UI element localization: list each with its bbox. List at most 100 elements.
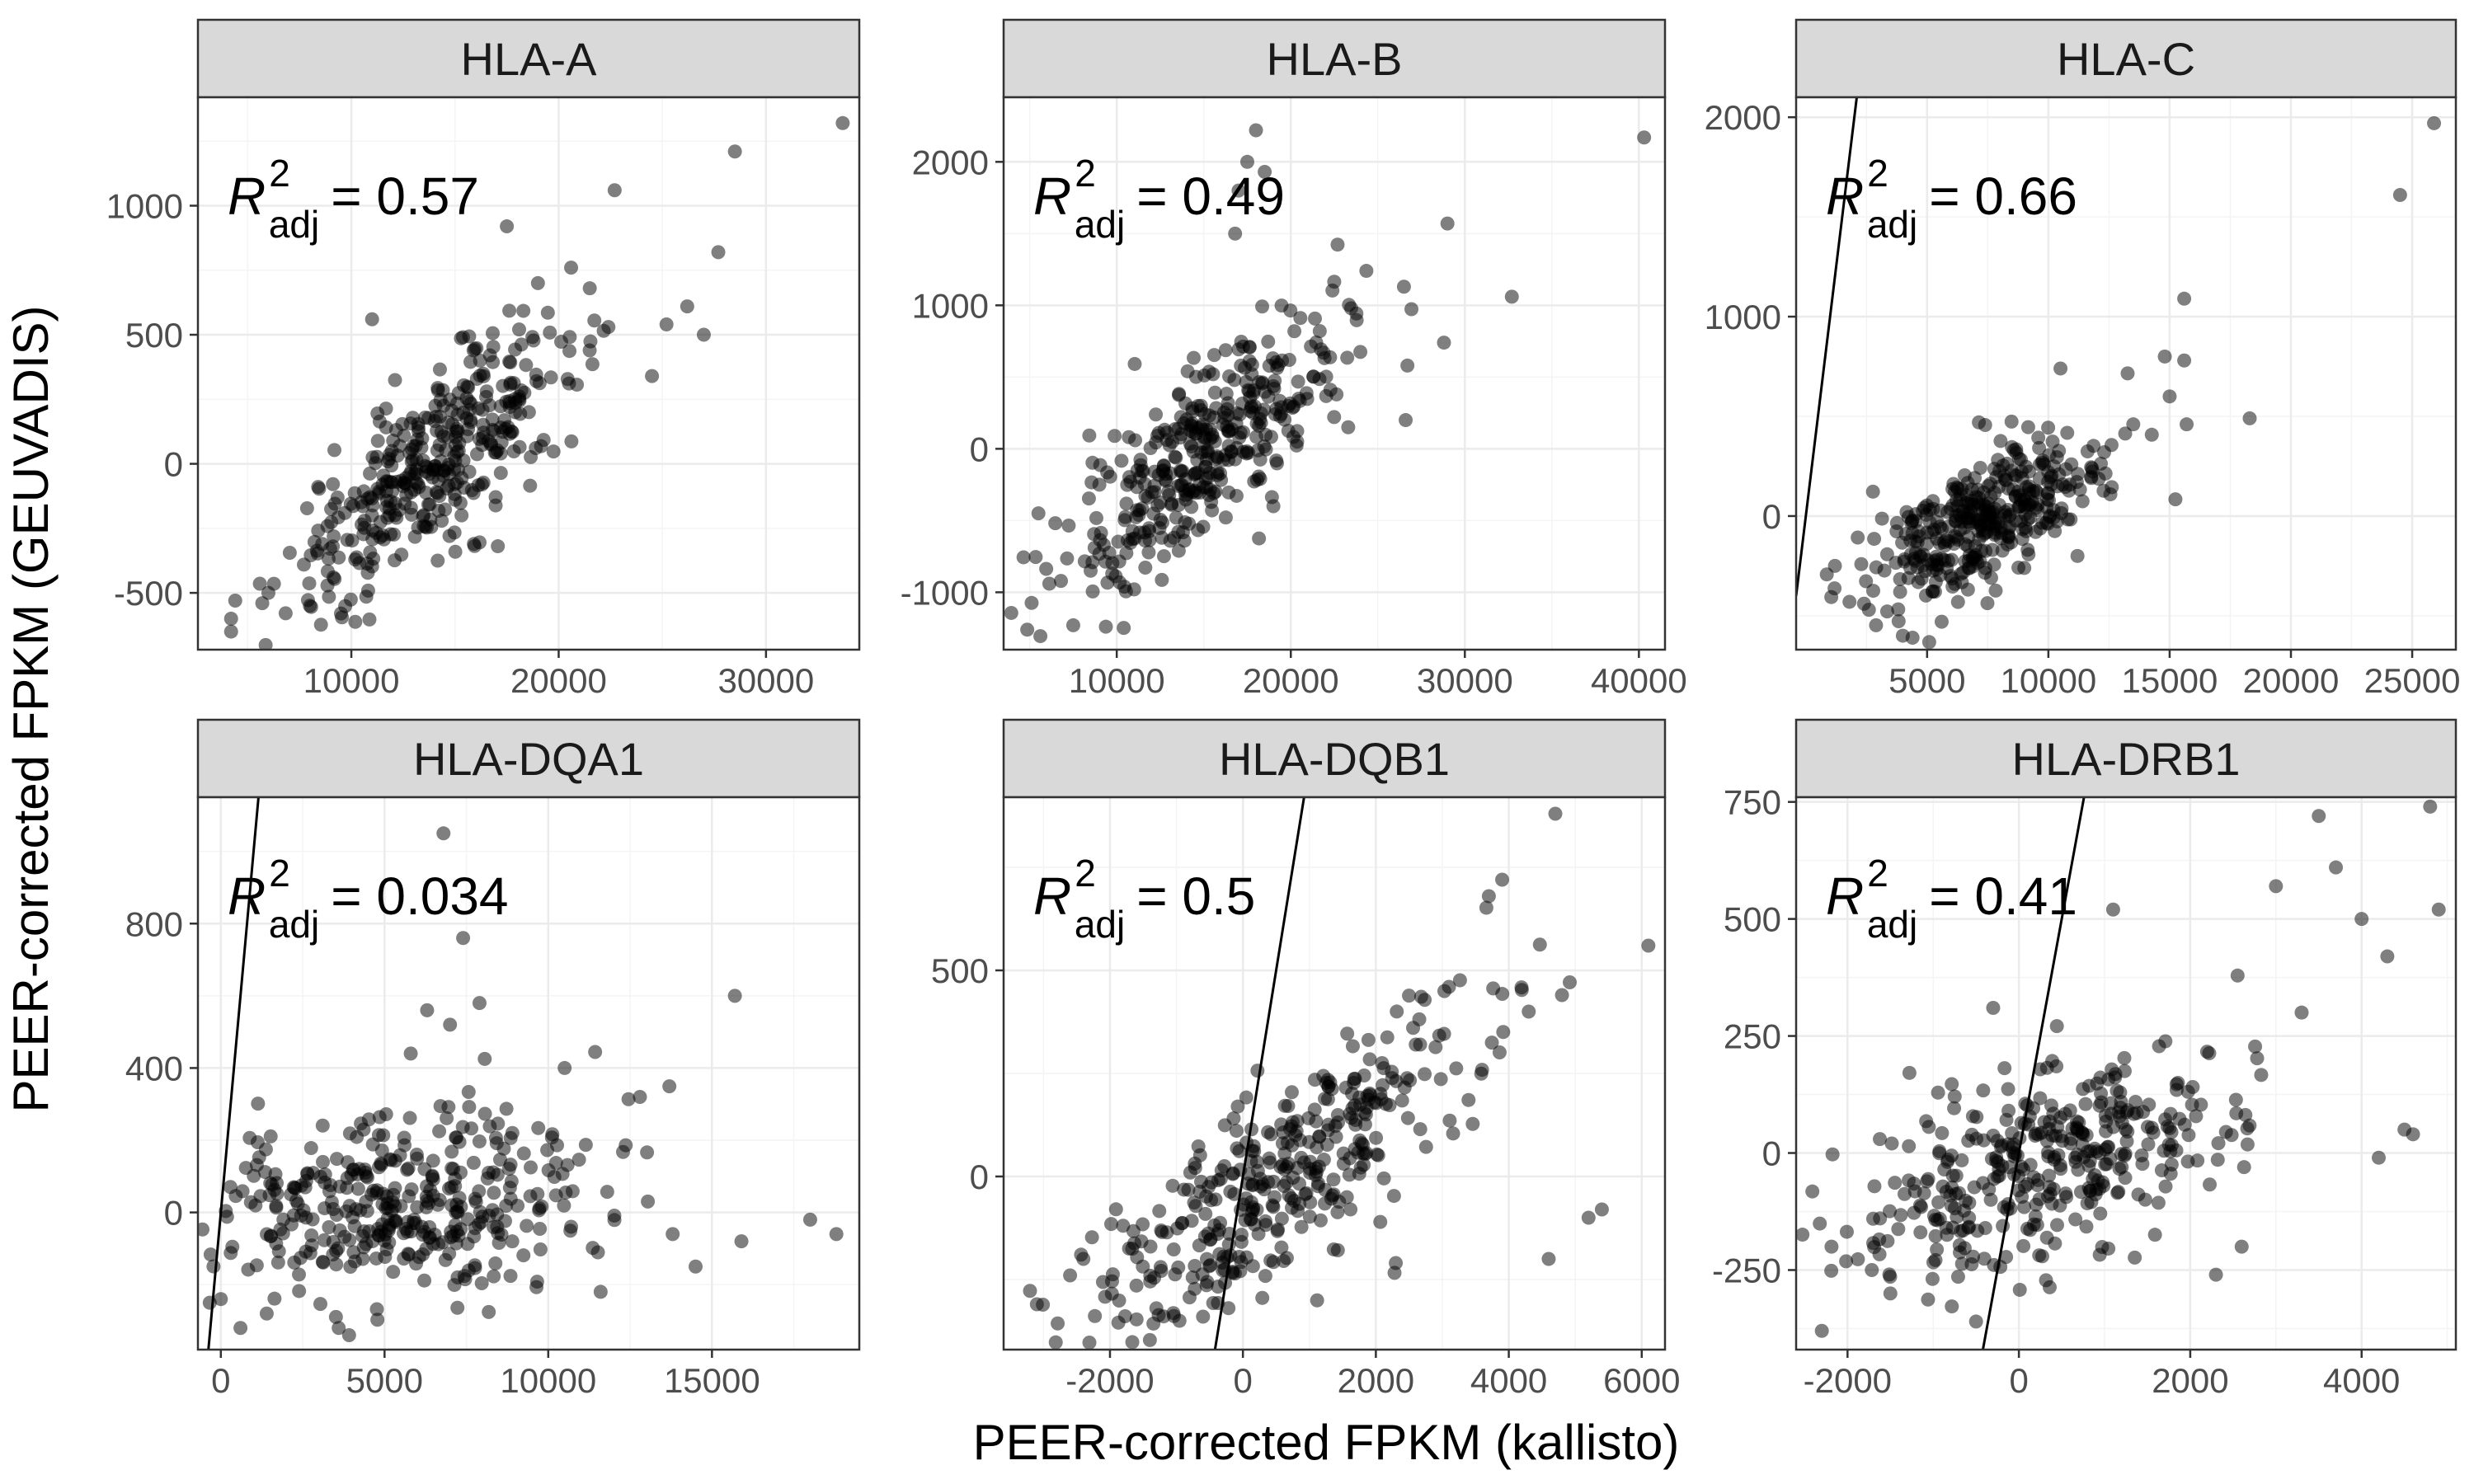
data-point bbox=[2075, 1137, 2090, 1152]
data-point bbox=[1869, 618, 1884, 632]
data-point bbox=[1867, 532, 1882, 547]
data-point bbox=[503, 377, 518, 392]
data-point bbox=[2071, 1162, 2086, 1177]
data-point bbox=[1301, 1111, 1316, 1125]
data-point bbox=[477, 1106, 492, 1121]
data-point bbox=[1237, 360, 1252, 375]
data-point bbox=[1940, 553, 1955, 568]
data-point bbox=[1247, 1144, 1262, 1158]
data-point bbox=[1376, 1061, 1391, 1076]
data-point bbox=[299, 501, 314, 516]
data-point bbox=[546, 444, 561, 459]
data-point bbox=[563, 1223, 578, 1238]
data-point bbox=[271, 1244, 286, 1259]
data-point bbox=[352, 556, 367, 571]
data-point bbox=[545, 1127, 560, 1142]
data-point bbox=[2000, 537, 2015, 552]
data-point bbox=[2069, 475, 2084, 490]
data-point bbox=[1932, 1144, 1947, 1158]
data-point bbox=[1997, 1061, 2012, 1076]
data-point bbox=[1992, 1168, 2006, 1183]
facet-strip-label: HLA-DRB1 bbox=[2012, 733, 2241, 785]
x-tick-label: 40000 bbox=[1591, 661, 1687, 700]
data-point bbox=[1252, 531, 1267, 546]
data-point bbox=[1206, 410, 1221, 425]
data-point bbox=[521, 405, 536, 420]
data-point bbox=[432, 362, 447, 377]
data-point bbox=[1902, 1139, 1917, 1153]
data-point bbox=[1361, 1032, 1376, 1047]
data-point bbox=[1119, 496, 1134, 511]
data-point bbox=[303, 599, 317, 613]
y-tick-label: -1000 bbox=[901, 573, 989, 612]
data-point bbox=[516, 303, 531, 318]
data-point bbox=[1395, 1093, 1409, 1108]
data-point bbox=[1084, 563, 1098, 578]
data-point bbox=[386, 1265, 401, 1280]
data-point bbox=[457, 1269, 472, 1284]
data-point bbox=[590, 1245, 605, 1260]
data-point bbox=[1986, 1001, 2001, 1016]
data-point bbox=[223, 1180, 238, 1195]
data-point bbox=[1084, 1230, 1099, 1245]
data-point bbox=[2043, 1186, 2058, 1201]
panel-hla-drb1: HLA-DRB1 -2000 0 2000 4000 -250 0 250 500 750 R2 ad… bbox=[1712, 718, 2458, 1400]
data-point bbox=[2117, 1148, 2132, 1163]
data-point bbox=[1258, 164, 1272, 179]
data-point bbox=[1318, 1092, 1333, 1106]
data-point bbox=[464, 1121, 479, 1136]
data-point bbox=[504, 1174, 519, 1189]
data-point bbox=[1947, 1101, 1962, 1115]
data-point bbox=[1263, 1127, 1278, 1142]
data-point bbox=[374, 1224, 388, 1239]
data-point bbox=[543, 370, 558, 385]
data-point bbox=[1023, 1284, 1037, 1298]
data-point bbox=[1152, 1204, 1167, 1219]
data-point bbox=[1151, 425, 1166, 440]
data-point bbox=[1039, 561, 1054, 576]
data-point bbox=[2084, 460, 2099, 475]
data-point bbox=[593, 1284, 608, 1299]
data-point bbox=[1548, 806, 1563, 821]
data-point bbox=[2161, 1137, 2176, 1152]
data-point bbox=[2048, 1236, 2062, 1251]
data-point bbox=[2248, 1039, 2263, 1054]
panel-border bbox=[1794, 96, 2458, 651]
data-point bbox=[1202, 1259, 1216, 1274]
data-point bbox=[2016, 1162, 2031, 1176]
data-point bbox=[2240, 1137, 2255, 1152]
data-point bbox=[2144, 427, 2159, 442]
data-point bbox=[444, 403, 459, 418]
data-point bbox=[1329, 387, 1344, 402]
data-point bbox=[378, 1249, 393, 1264]
data-point bbox=[662, 1079, 677, 1094]
data-point bbox=[2211, 1136, 2226, 1151]
data-point bbox=[1129, 1278, 1144, 1293]
data-point bbox=[1905, 630, 1920, 645]
data-point bbox=[347, 1254, 362, 1269]
data-point bbox=[1321, 1117, 1336, 1132]
data-point bbox=[1921, 1120, 1936, 1134]
data-point bbox=[1180, 364, 1195, 378]
data-point bbox=[533, 1242, 548, 1256]
data-point bbox=[666, 1227, 680, 1242]
data-point bbox=[529, 1280, 544, 1294]
data-point bbox=[2228, 1092, 2243, 1107]
data-point bbox=[463, 415, 478, 430]
x-tick-label: -2000 bbox=[1065, 1361, 1154, 1400]
data-point bbox=[433, 1099, 448, 1114]
data-point bbox=[299, 1173, 313, 1188]
data-point bbox=[1214, 1163, 1229, 1178]
data-point bbox=[350, 1181, 365, 1196]
data-point bbox=[363, 466, 378, 481]
data-point bbox=[1376, 1171, 1391, 1186]
data-point bbox=[370, 434, 385, 448]
data-point bbox=[588, 1045, 603, 1059]
data-point bbox=[454, 1222, 468, 1237]
data-point bbox=[2177, 353, 2192, 368]
data-point bbox=[284, 1187, 299, 1202]
data-point bbox=[2017, 561, 2032, 575]
data-point bbox=[2177, 291, 2192, 306]
data-point bbox=[1281, 424, 1296, 439]
data-point bbox=[727, 144, 742, 159]
